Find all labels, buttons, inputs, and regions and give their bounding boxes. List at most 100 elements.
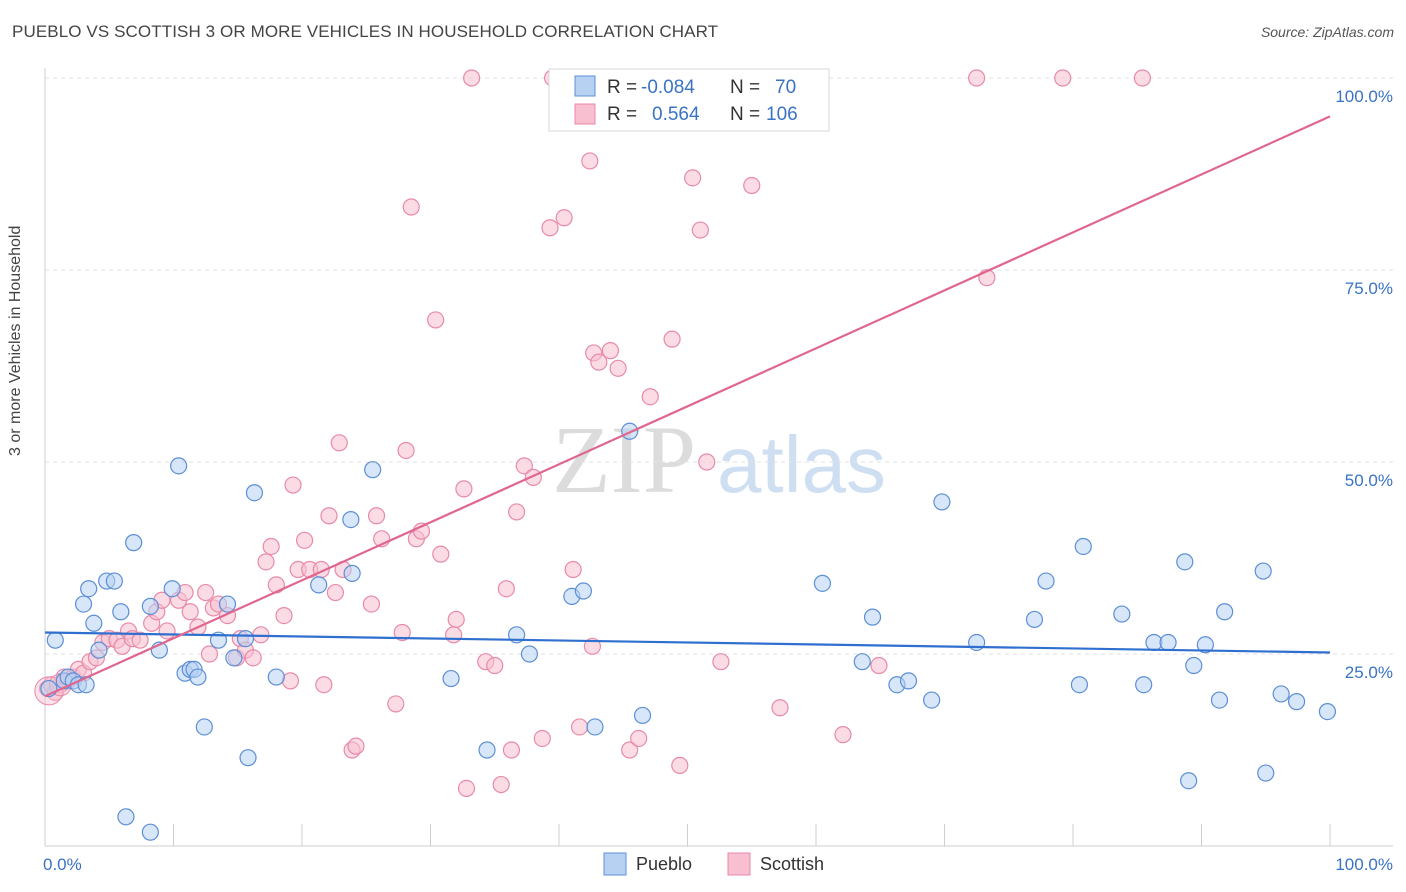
pueblo-point (90, 641, 108, 659)
pueblo-point (225, 649, 243, 667)
pueblo-points (40, 422, 1337, 841)
pueblo-point (343, 564, 361, 582)
pueblo-point (1025, 610, 1044, 629)
pueblo-point (1159, 633, 1177, 652)
bottom-legend-label-scottish: Scottish (760, 854, 824, 874)
pueblo-point (1176, 553, 1194, 571)
bottom-legend-swatch-scottish (727, 852, 751, 876)
pueblo-point (923, 691, 941, 709)
axes (44, 68, 1393, 847)
pueblo-point (236, 630, 255, 648)
scottish-point (181, 603, 199, 621)
scottish-point (684, 169, 702, 187)
scottish-point (347, 737, 365, 755)
legend-n-label-pueblo: N = (730, 77, 760, 98)
pueblo-point (1254, 562, 1272, 580)
scottish-point (455, 480, 473, 498)
legend-n-value-scottish: 106 (766, 104, 798, 125)
pueblo-point (310, 576, 328, 594)
bottom-legend-swatch-pueblo (603, 852, 627, 876)
pueblo-point (245, 484, 264, 502)
pueblo-point (125, 534, 143, 552)
scottish-point (393, 623, 411, 642)
pueblo-point (267, 668, 285, 686)
chart-source: Source: ZipAtlas.com (1260, 24, 1394, 40)
x-tick-labels: 0.0% 100.0% (43, 855, 1393, 874)
pueblo-point (1257, 764, 1275, 782)
scottish-point (457, 779, 476, 798)
pueblo-point (1210, 691, 1229, 709)
scottish-point (671, 756, 689, 774)
watermark-zip: ZIP (552, 406, 696, 513)
pueblo-point (1113, 605, 1131, 623)
pueblo-point (1180, 772, 1198, 790)
scottish-point (427, 311, 445, 329)
pueblo-point (80, 580, 98, 598)
scottish-point (200, 645, 219, 663)
pueblo-point (105, 572, 123, 590)
scottish-point (367, 507, 386, 525)
pueblo-point (899, 672, 918, 690)
pueblo-point (1216, 603, 1234, 621)
scottish-point (590, 353, 608, 371)
scottish-point (621, 741, 639, 759)
scottish-point (244, 649, 262, 667)
scottish-point (397, 441, 415, 460)
pueblo-point (1196, 636, 1214, 654)
watermark: ZIP atlas (552, 406, 886, 513)
scottish-point (630, 729, 648, 748)
pueblo-point (442, 669, 460, 688)
scottish-point (486, 656, 504, 675)
scottish-point (1133, 69, 1151, 87)
pueblo-point (853, 653, 871, 671)
scottish-point (295, 531, 314, 549)
scottish-point (447, 610, 465, 629)
scottish-point (445, 626, 463, 644)
pueblo-point (195, 718, 213, 736)
y-tick-label: 50.0% (1345, 471, 1393, 490)
scottish-point (515, 457, 533, 475)
scottish-point (698, 453, 716, 471)
legend-swatch-scottish (574, 103, 596, 125)
scottish-point (463, 69, 481, 87)
scottish-point (284, 476, 302, 494)
legend-r-label-scottish: R = (607, 104, 637, 125)
pueblo-point (1135, 676, 1153, 694)
y-tick-label: 25.0% (1345, 663, 1393, 682)
pueblo-point (364, 461, 382, 479)
pueblo-point (478, 741, 496, 759)
x-tick-label-max: 100.0% (1335, 855, 1393, 874)
scottish-point (870, 656, 888, 675)
scottish-point (158, 622, 176, 640)
legend-n-label-scottish: N = (730, 104, 760, 125)
pueblo-point (1185, 656, 1203, 675)
pueblo-point (218, 595, 237, 613)
pueblo-point (1287, 693, 1306, 711)
pueblo-point (574, 582, 593, 600)
scottish-point (330, 434, 348, 452)
legend-r-value-scottish: 0.564 (652, 104, 700, 125)
scottish-point (362, 595, 380, 613)
pueblo-point (813, 574, 832, 592)
scottish-point (601, 342, 620, 360)
pueblo-point (239, 749, 257, 767)
legend-swatch-pueblo (574, 75, 596, 97)
scottish-point (968, 69, 986, 87)
pueblo-point (633, 706, 652, 725)
scottish-point (502, 741, 521, 759)
pueblo-point (170, 457, 188, 475)
scottish-point (1054, 69, 1072, 87)
pueblo-point (141, 823, 159, 841)
pueblo-point (1318, 702, 1337, 721)
pueblo-point (189, 668, 207, 686)
pueblo-point (342, 510, 360, 529)
pueblo-point (1037, 572, 1055, 590)
scottish-point (663, 330, 681, 348)
pueblo-point (112, 603, 130, 621)
pueblo-point (586, 718, 604, 736)
pueblo-point (1074, 537, 1092, 556)
watermark-atlas: atlas (717, 420, 886, 509)
scottish-point (609, 359, 627, 377)
scottish-trend-line (44, 115, 1331, 698)
